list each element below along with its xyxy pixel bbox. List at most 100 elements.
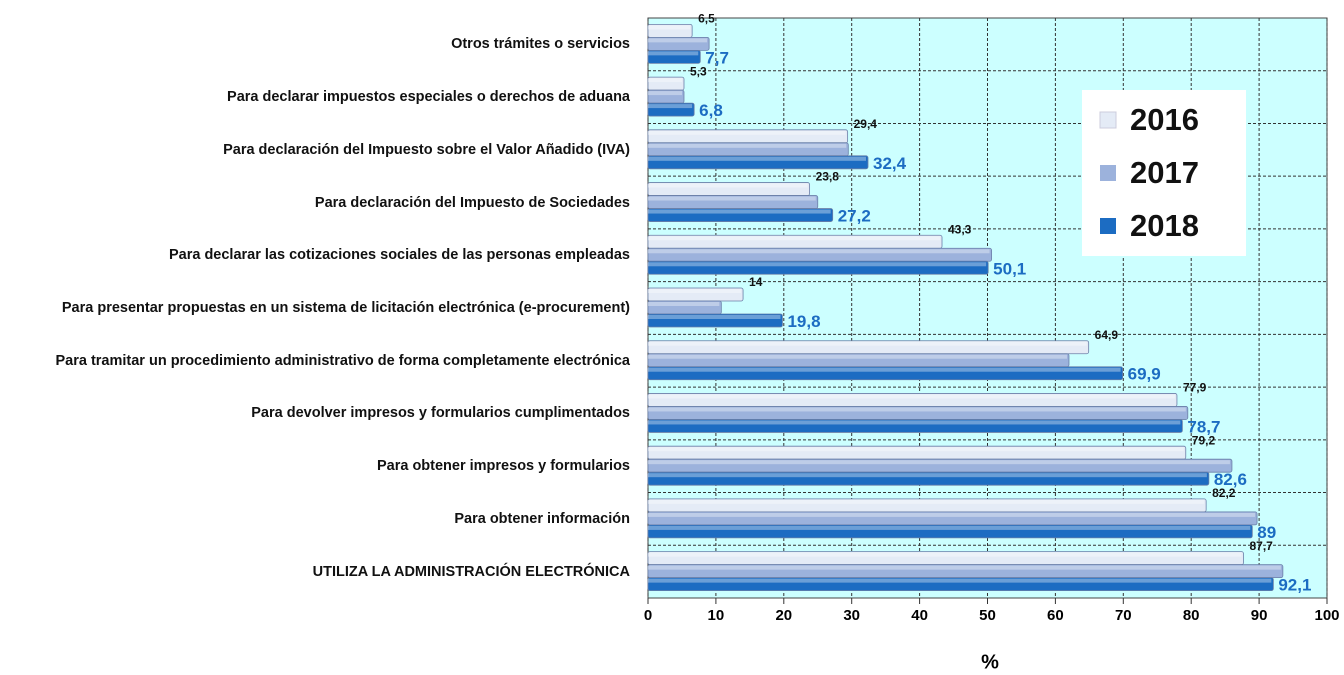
- category-text: Para declarar impuestos especiales o der…: [227, 89, 630, 106]
- value-label: 27,2: [838, 207, 871, 226]
- value-label: 5,3: [690, 64, 707, 78]
- x-tick-label: 90: [1251, 607, 1268, 624]
- bar-highlight: [648, 407, 1186, 412]
- bar-highlight: [648, 354, 1067, 359]
- bar-highlight: [648, 315, 781, 319]
- bar: [647, 208, 834, 222]
- value-label: 43,3: [948, 222, 972, 236]
- bar-highlight: [648, 565, 1281, 570]
- value-label: 78,7: [1187, 417, 1220, 436]
- category-label: Para presentar propuestas en un sistema …: [62, 282, 630, 334]
- legend-swatch: [1099, 111, 1117, 129]
- value-label: 92,1: [1278, 576, 1311, 595]
- value-label: 29,4: [854, 117, 878, 131]
- x-tick-label: 0: [644, 607, 652, 624]
- bar-highlight: [648, 209, 831, 214]
- bar: [647, 471, 1210, 486]
- category-text: Para devolver impresos y formularios cum…: [251, 405, 630, 422]
- value-label: 79,2: [1192, 433, 1216, 447]
- category-text: Para declaración del Impuesto de Socieda…: [314, 194, 630, 211]
- bar-highlight: [648, 447, 1184, 452]
- category-label: Para tramitar un procedimiento administr…: [55, 335, 630, 387]
- value-label: 14: [749, 275, 763, 289]
- value-label: 6,5: [698, 12, 715, 26]
- category-label: Para declarar las cotizaciones sociales …: [169, 229, 630, 281]
- value-label: 7,7: [705, 48, 729, 67]
- bar-highlight: [648, 512, 1256, 517]
- bar-highlight: [648, 552, 1242, 557]
- bar: [647, 366, 1124, 381]
- category-text: UTILIZA LA ADMINISTRACIÓN ELECTRÓNICA: [312, 563, 630, 580]
- value-label: 77,9: [1183, 381, 1207, 395]
- legend-label: 2017: [1130, 155, 1199, 190]
- bar-highlight: [648, 289, 742, 293]
- x-tick-label: 80: [1183, 607, 1200, 624]
- bar-highlight: [648, 78, 682, 83]
- bar-highlight: [648, 578, 1272, 583]
- bar-highlight: [648, 460, 1230, 465]
- category-label: Para declarar impuestos especiales o der…: [227, 71, 630, 123]
- category-text: Para obtener impresos y formularios: [376, 458, 630, 475]
- bar: [647, 524, 1253, 539]
- bar: [647, 577, 1274, 592]
- category-text: Para tramitar un procedimiento administr…: [55, 352, 630, 369]
- category-label: Otros trámites o servicios: [451, 18, 630, 70]
- value-label: 50,1: [993, 259, 1026, 278]
- bar-highlight: [648, 38, 708, 43]
- category-label: Para declaración del Impuesto sobre el V…: [223, 124, 630, 176]
- bar-highlight: [648, 91, 682, 96]
- bar-highlight: [648, 143, 847, 148]
- category-label: Para devolver impresos y formularios cum…: [251, 387, 630, 439]
- value-label: 64,9: [1095, 328, 1119, 342]
- bar-highlight: [648, 499, 1205, 504]
- category-label: UTILIZA LA ADMINISTRACIÓN ELECTRÓNICA: [313, 546, 630, 598]
- bar-highlight: [648, 130, 846, 135]
- legend-label: 2018: [1130, 208, 1199, 243]
- legend-swatch: [1100, 165, 1116, 181]
- bar-highlight: [648, 473, 1207, 478]
- bar-highlight: [648, 196, 816, 201]
- x-tick-label: 50: [979, 607, 996, 624]
- value-label: 87,7: [1249, 539, 1273, 553]
- bar-highlight: [648, 367, 1121, 372]
- bar-highlight: [648, 104, 693, 109]
- x-tick-label: 10: [708, 607, 725, 624]
- x-tick-label: 70: [1115, 607, 1132, 624]
- value-label: 6,8: [699, 101, 723, 120]
- x-tick-label: 40: [911, 607, 928, 624]
- x-tick-label: 20: [775, 607, 792, 624]
- value-label: 19,8: [787, 312, 820, 331]
- bar-highlight: [648, 302, 720, 306]
- bar-highlight: [648, 420, 1181, 425]
- x-tick-label: 100: [1314, 607, 1339, 624]
- x-tick-label: 60: [1047, 607, 1064, 624]
- value-label: 89: [1257, 523, 1276, 542]
- bar-highlight: [648, 183, 808, 188]
- legend-label: 2016: [1130, 102, 1199, 137]
- x-axis-label: %: [981, 651, 999, 673]
- value-label: 82,2: [1212, 486, 1236, 500]
- category-text: Para declarar las cotizaciones sociales …: [168, 247, 630, 264]
- bar-highlight: [648, 341, 1087, 346]
- bar: [647, 260, 989, 275]
- bar-highlight: [648, 249, 990, 254]
- bar-highlight: [648, 236, 941, 241]
- bar-highlight: [648, 156, 866, 161]
- category-label: Para obtener impresos y formularios: [377, 440, 630, 492]
- value-label: 82,6: [1214, 470, 1247, 489]
- bar-highlight: [648, 394, 1175, 399]
- category-label: Para obtener información: [454, 493, 630, 545]
- value-label: 23,8: [816, 170, 840, 184]
- bar-highlight: [648, 262, 987, 267]
- category-text: Para declaración del Impuesto sobre el V…: [223, 141, 630, 158]
- bar: [647, 49, 701, 64]
- legend-swatch: [1100, 218, 1116, 234]
- category-label: Para declaración del Impuesto de Socieda…: [315, 177, 630, 229]
- category-text: Para presentar propuestas en un sistema …: [61, 300, 630, 316]
- bar-highlight: [648, 25, 691, 30]
- bar: [647, 102, 695, 117]
- bar: [647, 155, 869, 170]
- category-text: Otros trámites o servicios: [451, 36, 630, 53]
